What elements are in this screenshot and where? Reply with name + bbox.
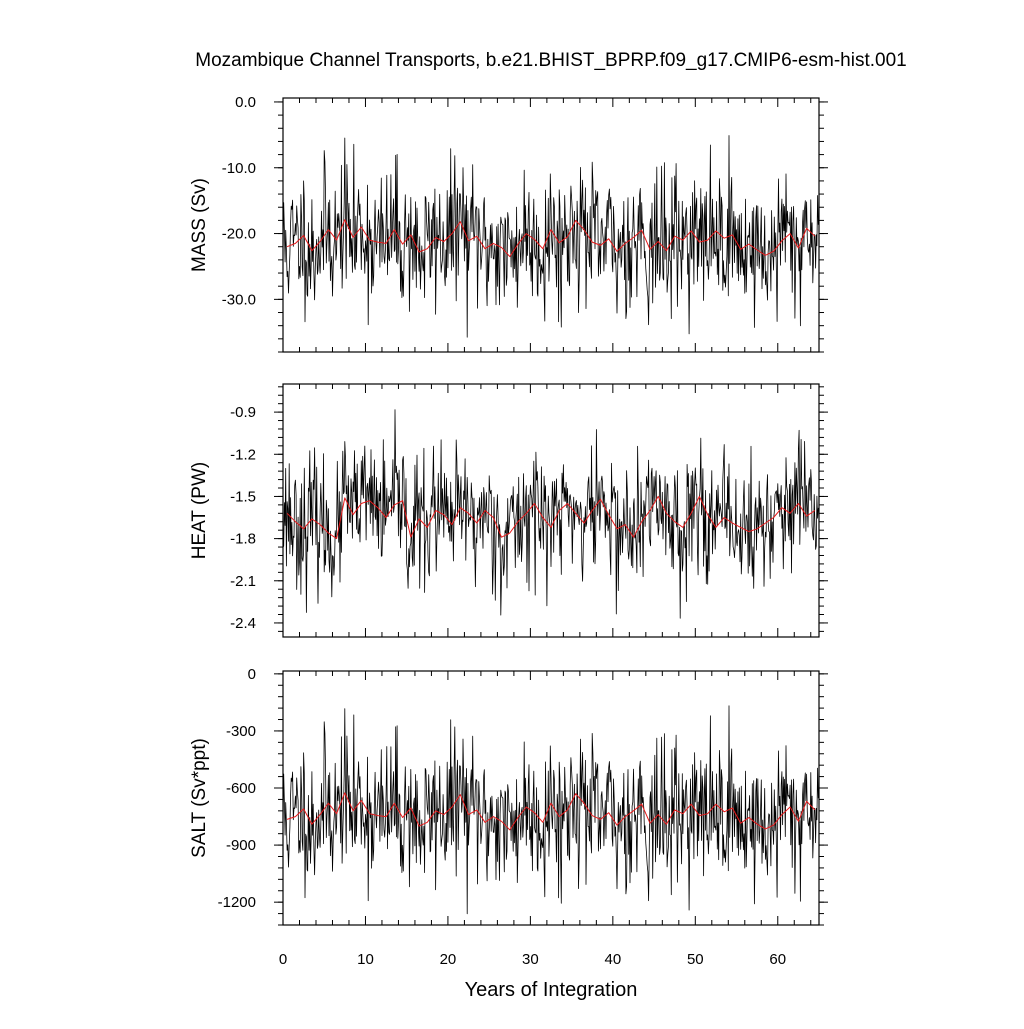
y-tick-label: -900	[226, 837, 256, 854]
x-tick-label: 40	[605, 951, 622, 968]
y-tick-label: -10.0	[222, 160, 256, 177]
y-tick-label: 0.0	[235, 94, 256, 111]
annual-mean-line	[286, 792, 816, 831]
chart-title: Mozambique Channel Transports, b.e21.BHI…	[195, 50, 906, 71]
y-axis-label: SALT (Sv*ppt)	[189, 738, 210, 858]
monthly-series-line	[282, 409, 819, 619]
y-tick-label: -600	[226, 780, 256, 797]
monthly-series-line	[282, 705, 819, 915]
y-tick-label: -1.2	[230, 446, 256, 463]
plot-frame	[282, 97, 820, 353]
annual-mean-line	[286, 495, 816, 540]
y-tick-label: -0.9	[230, 404, 256, 421]
x-tick-label: 20	[440, 951, 457, 968]
x-tick-label: 50	[687, 951, 704, 968]
x-tick-label: 30	[522, 951, 539, 968]
y-tick-label: -1.8	[230, 531, 256, 548]
x-tick-label: 0	[279, 951, 287, 968]
x-tick-label: 10	[357, 951, 374, 968]
y-tick-label: -1.5	[230, 488, 256, 505]
x-axis-label: Years of Integration	[465, 979, 638, 1001]
plot-frame	[282, 383, 820, 638]
y-tick-label: -300	[226, 723, 256, 740]
annual-mean-line	[286, 219, 816, 258]
y-axis-label: MASS (Sv)	[189, 178, 210, 272]
y-tick-label: -20.0	[222, 226, 256, 243]
y-tick-label: -2.4	[230, 615, 256, 632]
y-tick-label: 0	[248, 666, 256, 683]
y-tick-label: -2.1	[230, 573, 256, 590]
y-tick-label: -1200	[218, 894, 256, 911]
monthly-series-line	[282, 135, 819, 338]
x-tick-label: 60	[769, 951, 786, 968]
y-tick-label: -30.0	[222, 291, 256, 308]
y-axis-label: HEAT (PW)	[189, 462, 210, 559]
